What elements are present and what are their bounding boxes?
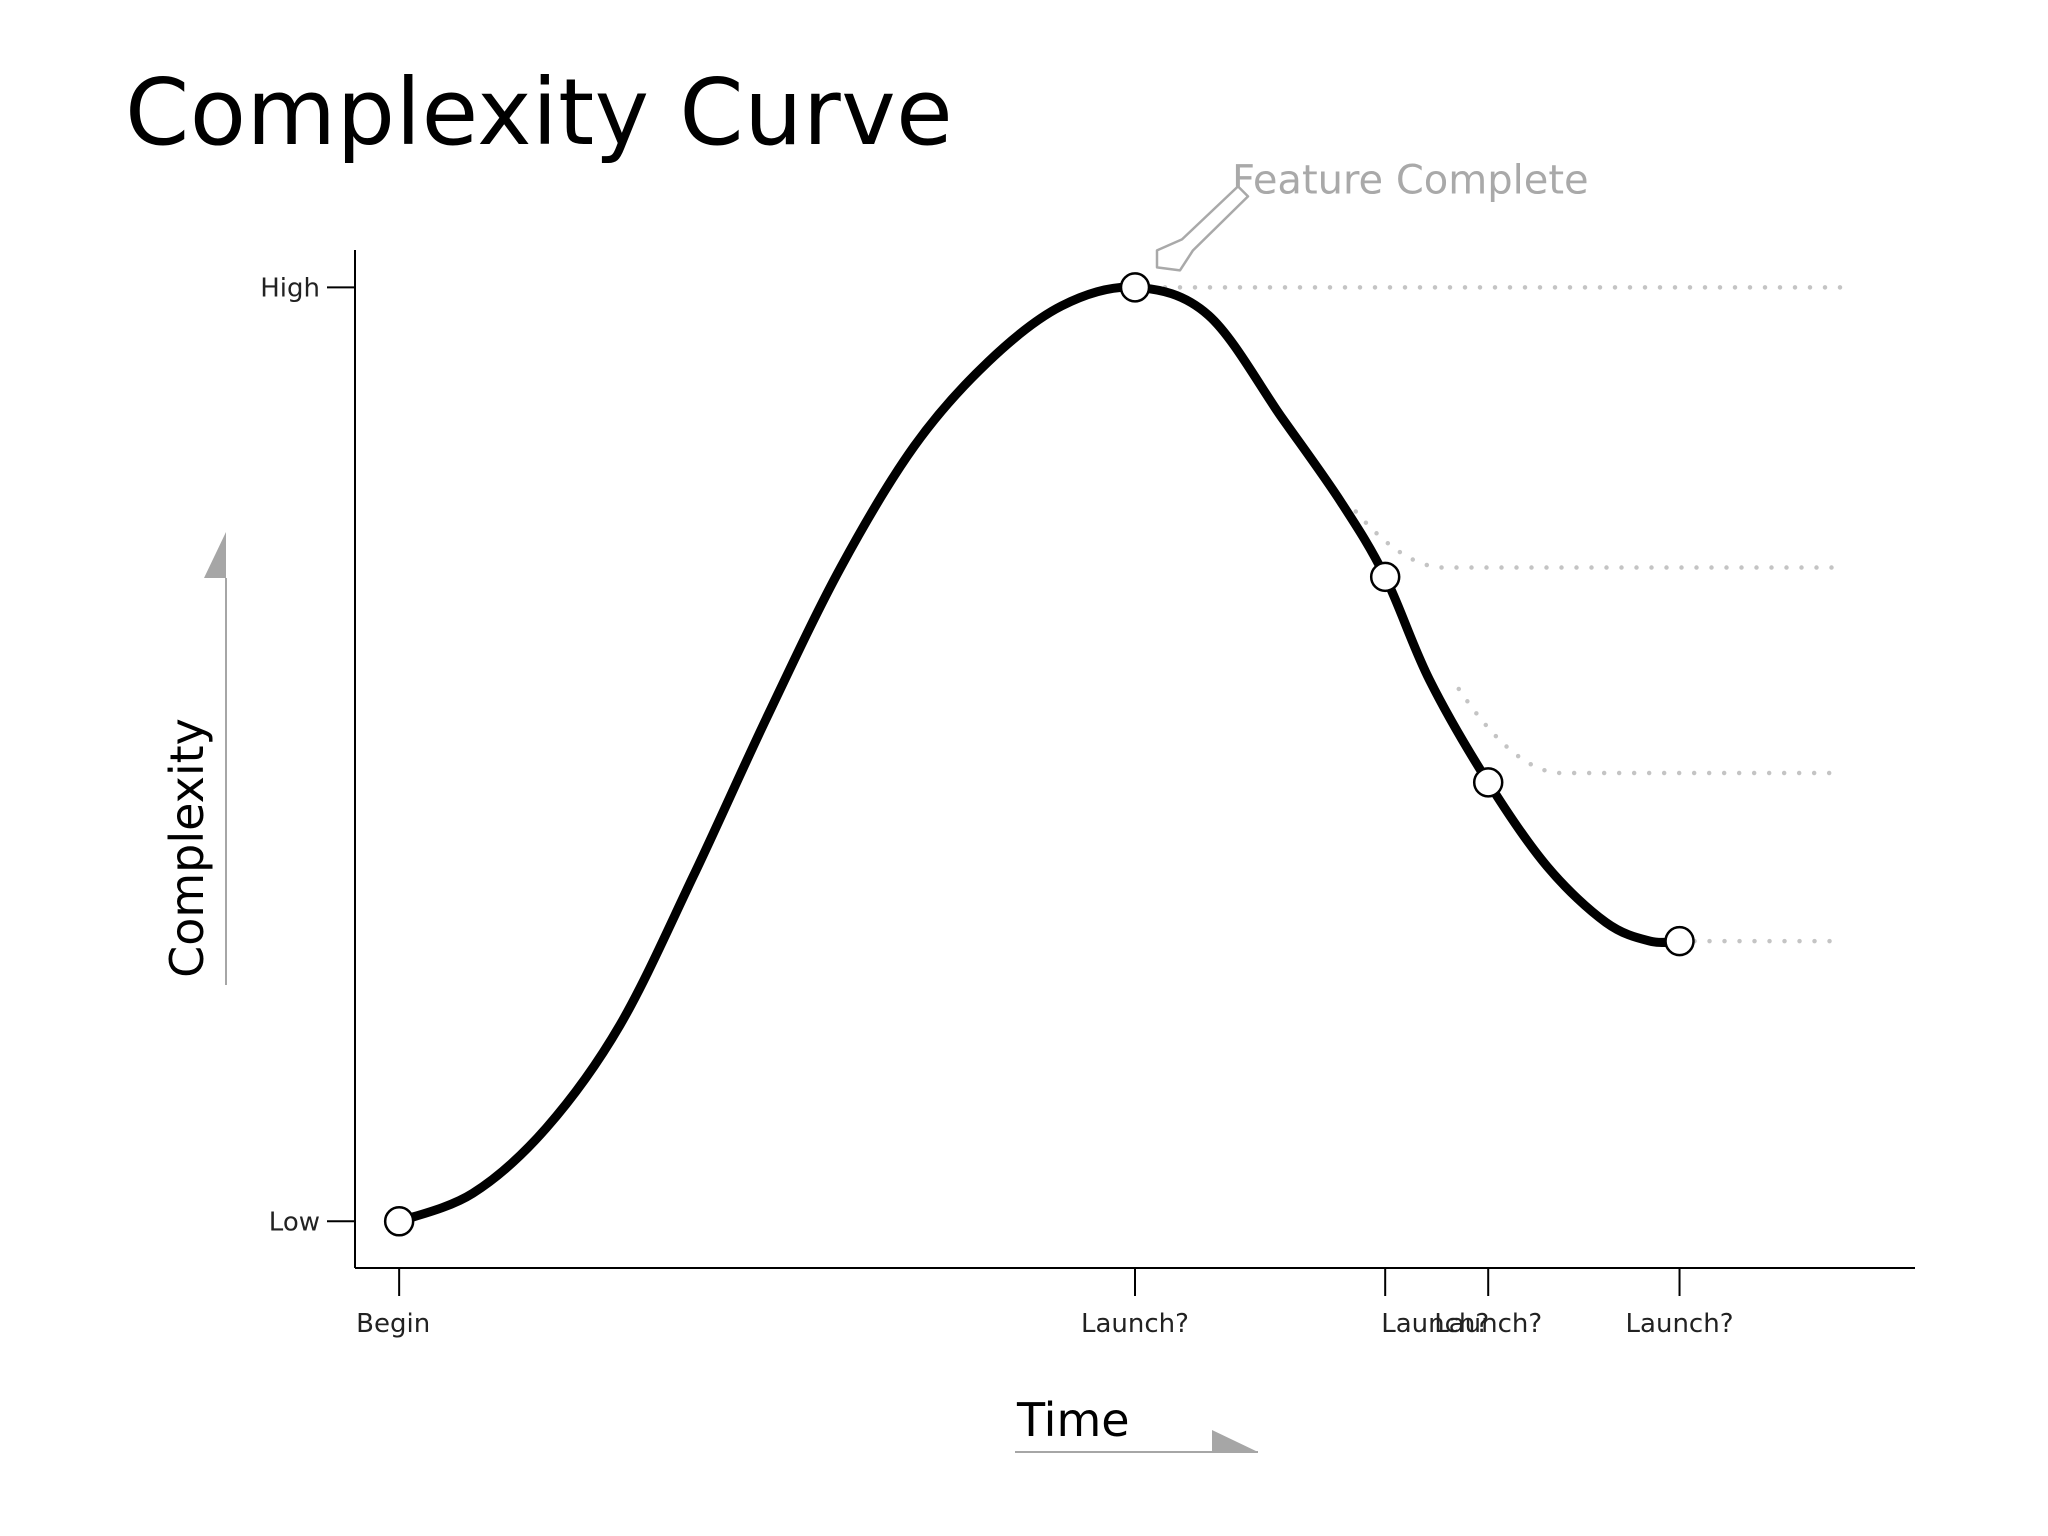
y-tick-label: Low — [269, 1207, 320, 1237]
curve-point-marker — [1369, 561, 1401, 593]
page-title: Complexity Curve — [125, 59, 954, 166]
curve-point-marker — [1664, 925, 1695, 957]
y-axis-title-arrow-icon — [204, 532, 226, 578]
x-axis-title: Time — [1016, 1393, 1130, 1447]
marker-layer — [383, 272, 1695, 1237]
x-tick-label: Launch? — [1626, 1309, 1734, 1339]
x-axis-title-arrow-icon — [1212, 1430, 1258, 1452]
plateau-layer — [1132, 285, 1844, 944]
plateau-dotted-line — [1456, 686, 1844, 776]
y-axis-title: Complexity — [160, 718, 214, 978]
plateau-dotted-line — [1353, 509, 1844, 570]
feature-complete-label: Feature Complete — [1232, 157, 1589, 203]
x-tick-label: Launch? — [1434, 1309, 1542, 1339]
x-tick-label: Launch? — [1381, 1309, 1489, 1339]
y-tick-label: High — [260, 273, 320, 303]
axes-layer — [204, 250, 1915, 1453]
complexity-curve-line — [394, 282, 1685, 1226]
feature-complete-arrow-icon — [1155, 185, 1250, 272]
curve-layer — [394, 282, 1685, 1226]
curve-point-marker — [1119, 272, 1151, 303]
curve-point-marker — [383, 1206, 415, 1237]
x-tick-label: Begin — [356, 1309, 430, 1339]
curve-point-marker — [1472, 767, 1504, 798]
x-tick-label: Launch? — [1081, 1309, 1189, 1339]
annotation-layer: Feature Complete — [1155, 157, 1589, 272]
